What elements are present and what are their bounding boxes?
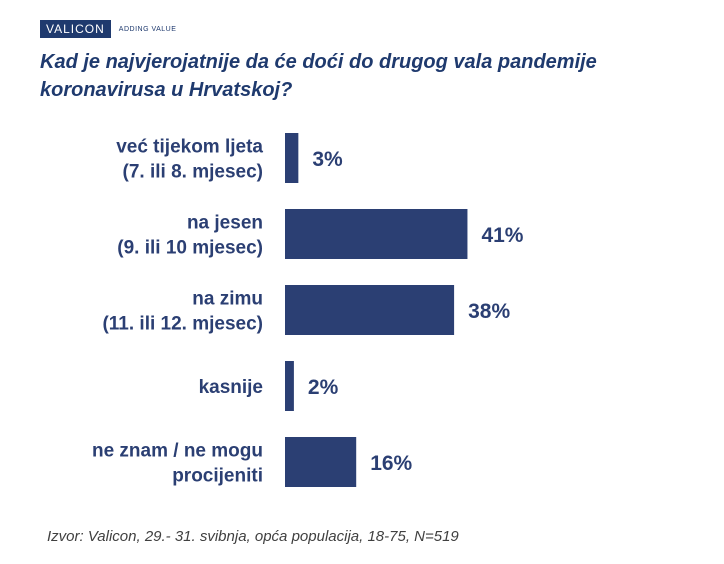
category-label-2-0: na zimu bbox=[192, 289, 263, 310]
chart-title: Kad je najvjerojatnije da će doći do dru… bbox=[40, 48, 700, 104]
bar-1 bbox=[285, 209, 468, 259]
chart-title-line-1: Kad je najvjerojatnije da će doći do dru… bbox=[40, 51, 597, 73]
category-label-2-1: (11. ili 12. mjesec) bbox=[102, 314, 263, 335]
data-label-2: 38% bbox=[468, 300, 510, 323]
data-label-1: 41% bbox=[481, 224, 523, 247]
bar-2 bbox=[285, 285, 455, 335]
bar-4 bbox=[285, 437, 357, 487]
bar-3 bbox=[285, 361, 294, 411]
category-label-0-0: već tijekom ljeta bbox=[116, 137, 263, 158]
data-label-3: 2% bbox=[308, 376, 339, 399]
data-label-0: 3% bbox=[312, 148, 343, 171]
category-label-3-0: kasnije bbox=[199, 377, 263, 398]
category-label-4-0: ne znam / ne mogu bbox=[92, 441, 263, 462]
data-label-4: 16% bbox=[370, 452, 412, 475]
chart-title-line-2: koronavirusa u Hrvatskoj? bbox=[40, 79, 293, 101]
brand-name: VALICON bbox=[40, 20, 111, 38]
category-label-1-0: na jesen bbox=[187, 213, 263, 234]
brand-logo: VALICON ADDING VALUE bbox=[40, 20, 176, 38]
bar-chart: 3% već tijekom ljeta (7. ili 8. mjesec) 41%… bbox=[92, 133, 524, 487]
category-label-0-1: (7. ili 8. mjesec) bbox=[123, 162, 263, 183]
category-label-1-1: (9. ili 10 mjesec) bbox=[117, 238, 263, 259]
category-label-4-1: procijeniti bbox=[172, 466, 263, 487]
bar-0 bbox=[285, 133, 299, 183]
source-note: Izvor: Valicon, 29.- 31. svibnja, opća p… bbox=[47, 528, 459, 545]
brand-tagline: ADDING VALUE bbox=[118, 25, 177, 33]
